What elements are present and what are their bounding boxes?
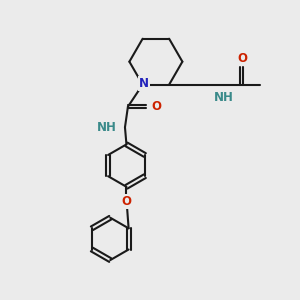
Text: O: O xyxy=(238,52,248,64)
Text: O: O xyxy=(122,195,131,208)
Text: NH: NH xyxy=(97,121,117,134)
Text: N: N xyxy=(139,76,149,90)
Text: NH: NH xyxy=(214,91,233,104)
Text: O: O xyxy=(151,100,161,113)
